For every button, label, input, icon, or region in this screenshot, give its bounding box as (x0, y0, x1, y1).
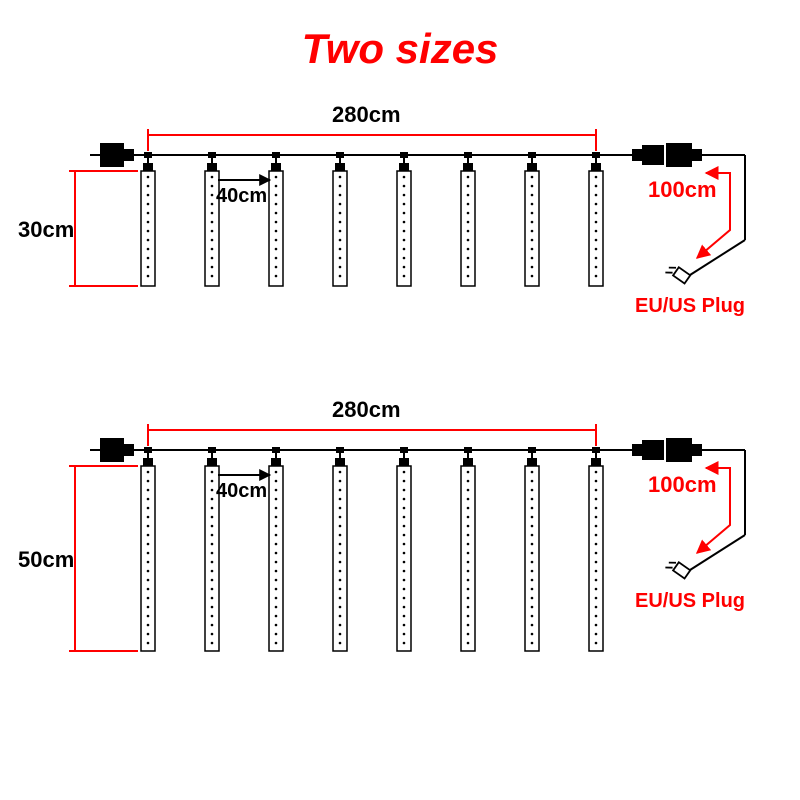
height-label: 30cm (18, 217, 74, 243)
plug-label: EU/US Plug (635, 590, 745, 613)
spacing-label: 40cm (216, 185, 267, 208)
cable-label: 100cm (648, 472, 717, 498)
plug-label: EU/US Plug (635, 295, 745, 318)
width-label: 280cm (332, 397, 401, 423)
height-label: 50cm (18, 547, 74, 573)
spacing-label: 40cm (216, 480, 267, 503)
width-label: 280cm (332, 102, 401, 128)
cable-label: 100cm (648, 177, 717, 203)
